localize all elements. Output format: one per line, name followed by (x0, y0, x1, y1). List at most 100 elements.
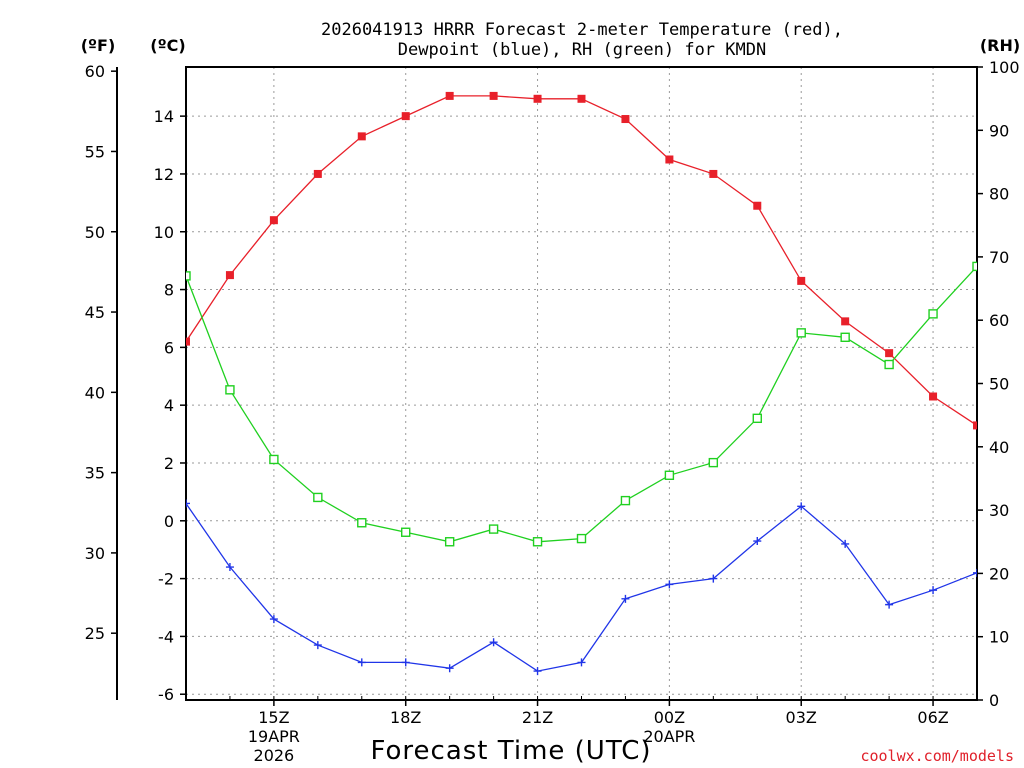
dewpoint-point (533, 667, 542, 676)
dewpoint-point (577, 658, 586, 667)
fahrenheit-unit-label: (ºF) (81, 36, 116, 55)
temperature-point (753, 201, 762, 210)
temperature-point (841, 317, 850, 326)
rh-tick-label: 0 (989, 691, 999, 710)
dewpoint-point (665, 580, 674, 589)
x-tick-label: 19APR (248, 727, 300, 746)
rh-point (664, 470, 675, 480)
dewpoint-point (186, 499, 190, 508)
fahrenheit-tick-label: 55 (85, 142, 105, 161)
temperature-point (313, 169, 322, 178)
temperature-point (929, 392, 938, 401)
celsius-tick-label: 10 (154, 223, 174, 242)
rh-tick-label: 20 (989, 564, 1009, 583)
rh-point (269, 454, 279, 465)
dewpoint-point (313, 641, 322, 650)
celsius-tick-label: 14 (154, 107, 174, 126)
rh-point (186, 271, 191, 281)
dewpoint-point (973, 568, 977, 577)
dewpoint-point (929, 586, 938, 595)
celsius-tick-label: -4 (158, 627, 174, 646)
x-tick-label: 00Z (654, 708, 685, 727)
dewpoint-point (269, 615, 278, 624)
dewpoint-line (186, 503, 977, 672)
rh-tick-label: 80 (989, 185, 1009, 204)
credit-text: coolwx.com/models (860, 747, 1014, 765)
temperature-point (269, 216, 278, 225)
celsius-tick-label: 6 (164, 338, 174, 357)
dewpoint-point (709, 574, 718, 583)
rh-point (225, 385, 235, 395)
rh-tick-label: 30 (989, 501, 1009, 520)
chart-title-line-2: Dewpoint (blue), RH (green) for KMDN (398, 40, 766, 60)
rh-line (186, 265, 977, 543)
x-tick-label: 2026 (254, 746, 295, 765)
rh-point (840, 332, 850, 342)
rh-point (488, 524, 499, 534)
x-axis-label: Forecast Time (UTC) (370, 736, 651, 766)
fahrenheit-tick-label: 35 (85, 464, 105, 483)
dewpoint-point (797, 502, 806, 511)
fahrenheit-tick-label: 60 (85, 62, 105, 81)
rh-point (357, 518, 367, 528)
temperature-point (797, 276, 806, 285)
rh-point (884, 359, 894, 370)
rh-point (708, 457, 719, 468)
rh-tick-label: 50 (989, 375, 1009, 394)
dewpoint-point (489, 638, 498, 647)
celsius-tick-label: 12 (154, 165, 174, 184)
rh-tick-label: 100 (989, 58, 1020, 77)
rh-unit-label: (RH) (980, 36, 1020, 55)
dewpoint-point (885, 600, 894, 609)
rh-point (313, 492, 323, 503)
rh-point (532, 537, 543, 547)
rh-point (752, 413, 762, 424)
grid-lines (186, 67, 977, 700)
fahrenheit-tick-label: 30 (85, 544, 105, 563)
axes (111, 66, 983, 706)
temperature-point (973, 421, 977, 430)
x-tick-label: 18Z (390, 708, 421, 727)
temperature-point (401, 112, 410, 121)
plot-frame (185, 66, 978, 701)
temperature-point (489, 91, 498, 100)
rh-point (928, 309, 938, 319)
fahrenheit-tick-label: 25 (85, 624, 105, 643)
rh-point (972, 261, 977, 272)
rh-point (401, 527, 411, 537)
fahrenheit-tick-label: 45 (85, 303, 105, 322)
rh-tick-label: 90 (989, 121, 1009, 140)
tick-labels: -6 -4 -2 0 2 4 6 8 10 12 14 25 30 35 40 45 50 55 60 0 10 20 30… (85, 58, 1020, 765)
temperature-point (665, 155, 674, 164)
dewpoint-point (753, 537, 762, 546)
rh-tick-label: 40 (989, 438, 1009, 457)
chart-title-line-1: 2026041913 HRRR Forecast 2-meter Tempera… (321, 20, 843, 40)
temperature-point (885, 349, 894, 358)
dewpoint-point (445, 664, 454, 673)
celsius-tick-label: 2 (164, 454, 174, 473)
celsius-tick-label: 8 (164, 281, 174, 300)
x-tick-label: 06Z (917, 708, 948, 727)
dewpoint-point (621, 594, 630, 603)
temperature-point (225, 271, 234, 280)
rh-tick-label: 70 (989, 248, 1009, 267)
temperature-point (533, 94, 542, 103)
x-tick-label: 20APR (643, 727, 695, 746)
x-tick-label: 15Z (258, 708, 289, 727)
celsius-tick-label: -6 (158, 685, 174, 704)
rh-point (620, 495, 631, 506)
rh-point (576, 533, 587, 544)
rh-tick-label: 60 (989, 311, 1009, 330)
temperature-point (445, 91, 454, 100)
temperature-point (357, 132, 366, 141)
celsius-tick-label: 4 (164, 396, 174, 415)
dewpoint-point (401, 658, 410, 667)
celsius-unit-label: (ºC) (150, 36, 185, 55)
dewpoint-point (841, 539, 850, 548)
fahrenheit-tick-label: 40 (85, 383, 105, 402)
dewpoint-point (357, 658, 366, 667)
x-tick-label: 03Z (786, 708, 817, 727)
temperature-line (186, 95, 977, 426)
rh-point (796, 328, 806, 338)
